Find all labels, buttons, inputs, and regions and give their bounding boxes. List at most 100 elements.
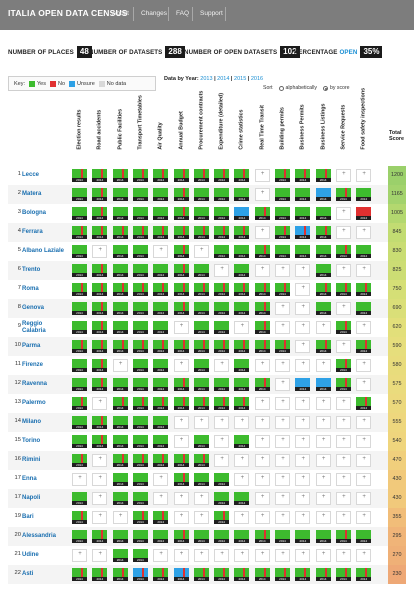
- dataset-cell[interactable]: 2014: [214, 302, 230, 315]
- dataset-cell[interactable]: 2014: [193, 568, 209, 581]
- dataset-cell[interactable]: [92, 454, 108, 467]
- dataset-cell[interactable]: 2014: [112, 416, 128, 429]
- dataset-cell[interactable]: 2014: [335, 530, 351, 543]
- dataset-cell[interactable]: [356, 511, 372, 524]
- dataset-cell[interactable]: 2014: [234, 188, 250, 201]
- dataset-cell[interactable]: 2014: [214, 226, 230, 239]
- dataset-cell[interactable]: [356, 321, 372, 334]
- dataset-cell[interactable]: 2014: [72, 454, 87, 467]
- place-link[interactable]: Udine: [22, 552, 39, 558]
- dataset-cell[interactable]: 2014: [275, 169, 290, 182]
- dataset-cell[interactable]: 2014: [153, 530, 169, 543]
- dataset-cell[interactable]: [254, 188, 270, 201]
- dataset-cell[interactable]: [214, 264, 230, 277]
- dataset-cell[interactable]: 2014: [275, 340, 290, 353]
- dataset-cell[interactable]: 2014: [193, 302, 209, 315]
- dataset-cell[interactable]: [234, 416, 250, 429]
- dataset-cell[interactable]: 2014: [315, 568, 331, 581]
- place-link[interactable]: Enna: [22, 476, 37, 482]
- dataset-cell[interactable]: [315, 454, 331, 467]
- dataset-cell[interactable]: [173, 321, 189, 334]
- dataset-cell[interactable]: 2014: [315, 302, 331, 315]
- dataset-cell[interactable]: 2014: [173, 169, 189, 182]
- dataset-cell[interactable]: [315, 549, 331, 562]
- dataset-cell[interactable]: 2014: [112, 454, 128, 467]
- dataset-cell[interactable]: [254, 264, 270, 277]
- place-link[interactable]: Roma: [22, 286, 39, 292]
- dataset-cell[interactable]: [153, 492, 169, 505]
- dataset-cell[interactable]: 2014: [72, 530, 87, 543]
- dataset-cell[interactable]: [173, 492, 189, 505]
- dataset-cell[interactable]: 2014: [153, 207, 169, 220]
- dataset-cell[interactable]: [335, 226, 351, 239]
- sort-alpha-label[interactable]: alphabetically: [285, 85, 317, 91]
- dataset-cell[interactable]: 2014: [92, 530, 108, 543]
- dataset-cell[interactable]: 2014: [193, 226, 209, 239]
- sort-score-label[interactable]: by score: [329, 85, 350, 91]
- dataset-cell[interactable]: 2014: [132, 530, 148, 543]
- dataset-cell[interactable]: 2014: [315, 530, 331, 543]
- dataset-cell[interactable]: 2014: [214, 397, 230, 410]
- dataset-cell[interactable]: 2014: [153, 340, 169, 353]
- dataset-cell[interactable]: 2014: [112, 302, 128, 315]
- dataset-cell[interactable]: 2014: [112, 264, 128, 277]
- dataset-cell[interactable]: 2014: [132, 321, 148, 334]
- place-link[interactable]: Matera: [22, 191, 42, 197]
- dataset-cell[interactable]: 2014: [214, 378, 230, 391]
- dataset-cell[interactable]: [72, 473, 87, 486]
- dataset-cell[interactable]: [315, 492, 331, 505]
- dataset-cell[interactable]: 2014: [72, 492, 87, 505]
- dataset-cell[interactable]: [92, 473, 108, 486]
- dataset-cell[interactable]: 2014: [72, 226, 87, 239]
- dataset-cell[interactable]: [254, 473, 270, 486]
- dataset-cell[interactable]: [356, 416, 372, 429]
- dataset-cell[interactable]: 2014: [275, 530, 290, 543]
- dataset-cell[interactable]: 2014: [335, 359, 351, 372]
- dataset-cell[interactable]: 2014: [315, 188, 331, 201]
- dataset-cell[interactable]: [275, 264, 290, 277]
- dataset-cell[interactable]: 2014: [153, 188, 169, 201]
- dataset-cell[interactable]: 2014: [315, 378, 331, 391]
- dataset-cell[interactable]: [335, 435, 351, 448]
- dataset-cell[interactable]: 2014: [153, 568, 169, 581]
- dataset-cell[interactable]: 2014: [112, 283, 128, 296]
- dataset-cell[interactable]: 2014: [254, 568, 270, 581]
- dataset-cell[interactable]: 2014: [335, 321, 351, 334]
- dataset-cell[interactable]: [214, 454, 230, 467]
- dataset-cell[interactable]: 2014: [153, 397, 169, 410]
- place-link[interactable]: Bologna: [22, 210, 46, 216]
- sort-score-radio[interactable]: [322, 85, 328, 91]
- dataset-cell[interactable]: 2014: [335, 568, 351, 581]
- dataset-cell[interactable]: [335, 416, 351, 429]
- dataset-cell[interactable]: 2014: [173, 245, 189, 258]
- dataset-cell[interactable]: 2014: [254, 245, 270, 258]
- dataset-cell[interactable]: 2014: [173, 340, 189, 353]
- dataset-cell[interactable]: 2014: [254, 283, 270, 296]
- dataset-cell[interactable]: 2014: [335, 283, 351, 296]
- dataset-cell[interactable]: 2014: [173, 207, 189, 220]
- dataset-cell[interactable]: 2014: [173, 530, 189, 543]
- dataset-cell[interactable]: 2014: [173, 454, 189, 467]
- dataset-cell[interactable]: [335, 302, 351, 315]
- dataset-cell[interactable]: [295, 302, 311, 315]
- dataset-cell[interactable]: [295, 321, 311, 334]
- dataset-cell[interactable]: 2014: [112, 226, 128, 239]
- dataset-cell[interactable]: [315, 435, 331, 448]
- dataset-cell[interactable]: 2014: [132, 511, 148, 524]
- dataset-cell[interactable]: 2014: [92, 302, 108, 315]
- dataset-cell[interactable]: 2014: [214, 492, 230, 505]
- dataset-cell[interactable]: 2014: [132, 549, 148, 562]
- dataset-cell[interactable]: [275, 435, 290, 448]
- dataset-cell[interactable]: 2014: [315, 169, 331, 182]
- dataset-cell[interactable]: [356, 359, 372, 372]
- dataset-cell[interactable]: [295, 473, 311, 486]
- dataset-cell[interactable]: [153, 473, 169, 486]
- dataset-cell[interactable]: [295, 511, 311, 524]
- dataset-cell[interactable]: [153, 549, 169, 562]
- dataset-cell[interactable]: 2014: [153, 302, 169, 315]
- dataset-cell[interactable]: 2014: [153, 359, 169, 372]
- dataset-cell[interactable]: 2014: [112, 340, 128, 353]
- dataset-cell[interactable]: [193, 549, 209, 562]
- dataset-cell[interactable]: [295, 359, 311, 372]
- dataset-cell[interactable]: 2014: [193, 473, 209, 486]
